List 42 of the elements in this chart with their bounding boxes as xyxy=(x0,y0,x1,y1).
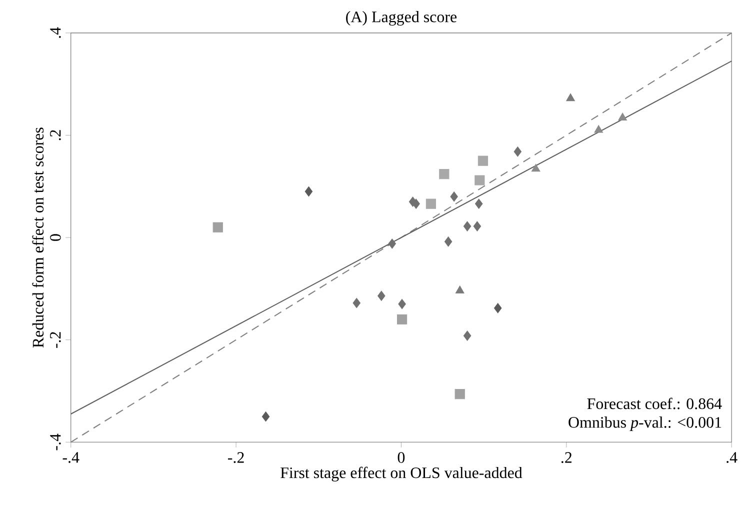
point xyxy=(454,389,465,400)
annotation: Omnibus p-val.: <0.001 xyxy=(568,416,722,432)
point xyxy=(531,164,540,172)
point xyxy=(463,330,472,341)
x-tick-label: -.2 xyxy=(228,452,244,463)
y-tick-label: 0 xyxy=(50,234,61,241)
y-tick-label: .4 xyxy=(50,27,61,38)
point xyxy=(514,146,522,157)
x-tick-label: .2 xyxy=(561,452,572,463)
annotation: Forecast coef.: 0.864 xyxy=(587,398,722,410)
point xyxy=(396,314,408,324)
point xyxy=(494,303,502,314)
x-axis-title: First stage effect on OLS value-added xyxy=(280,466,522,482)
point xyxy=(566,93,575,102)
point xyxy=(412,198,420,209)
point xyxy=(262,412,270,422)
point xyxy=(426,198,436,209)
y-tick-label: .2 xyxy=(50,130,61,140)
point xyxy=(450,192,458,202)
point xyxy=(474,198,483,209)
x-tick-label: .4 xyxy=(726,452,738,463)
point xyxy=(398,298,406,310)
y-axis-title: Reduced form effect on test scores xyxy=(32,128,44,348)
point xyxy=(388,238,396,249)
point xyxy=(455,286,464,294)
y-tick-label: -.4 xyxy=(50,434,61,450)
point xyxy=(618,112,627,121)
point xyxy=(352,298,360,308)
point xyxy=(444,236,452,247)
point xyxy=(594,125,604,133)
point xyxy=(439,169,450,180)
x-tick-label: -.4 xyxy=(62,452,80,463)
point xyxy=(304,186,313,197)
chart-title: (A) Lagged score xyxy=(346,11,457,26)
point xyxy=(212,222,223,232)
point xyxy=(463,221,472,232)
x-tick-label: 0 xyxy=(398,452,405,463)
y-tick-label: -.2 xyxy=(50,332,61,348)
point xyxy=(473,221,482,232)
point xyxy=(378,290,386,301)
point xyxy=(478,156,488,166)
point xyxy=(474,175,485,186)
